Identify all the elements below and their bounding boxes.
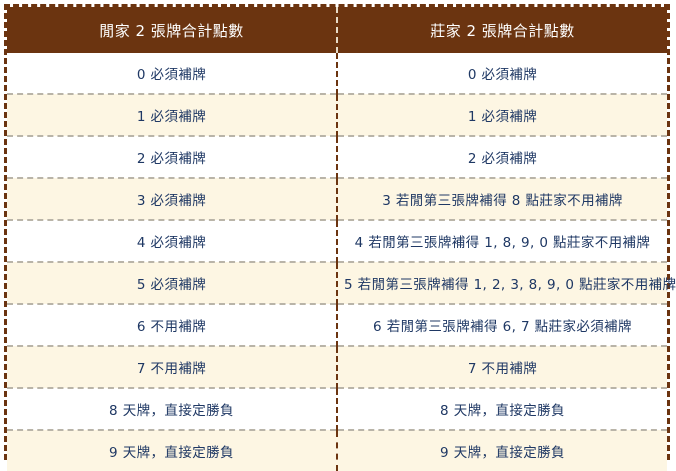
cell-banker-8: 8 天牌，直接定勝負	[337, 387, 667, 430]
table-row: 7 不用補牌 7 不用補牌	[7, 345, 667, 388]
cell-player-9: 9 天牌，直接定勝負	[7, 429, 338, 471]
table-row: 3 必須補牌 3 若閒第三張牌補得 8 點莊家不用補牌	[7, 177, 667, 220]
cell-player-5: 5 必須補牌	[7, 261, 338, 304]
cell-banker-1: 1 必須補牌	[337, 93, 667, 136]
table-header: 閒家 2 張牌合計點數 莊家 2 張牌合計點數	[7, 7, 667, 53]
table-row: 6 不用補牌 6 若閒第三張牌補得 6, 7 點莊家必須補牌	[7, 303, 667, 346]
baccarat-rules-table-frame: 閒家 2 張牌合計點數 莊家 2 張牌合計點數 0 必須補牌 0 必須補牌 1 …	[4, 4, 676, 471]
table-row: 0 必須補牌 0 必須補牌	[7, 53, 667, 94]
table-body: 0 必須補牌 0 必須補牌 1 必須補牌 1 必須補牌 2 必須補牌 2 必須補…	[7, 53, 676, 471]
cell-banker-4: 4 若閒第三張牌補得 1, 8, 9, 0 點莊家不用補牌	[337, 219, 667, 262]
cell-banker-6: 6 若閒第三張牌補得 6, 7 點莊家必須補牌	[337, 303, 667, 346]
header-player-total: 閒家 2 張牌合計點數	[7, 7, 338, 53]
cell-player-2: 2 必須補牌	[7, 135, 338, 178]
cell-banker-2: 2 必須補牌	[337, 135, 667, 178]
table-row: 1 必須補牌 1 必須補牌	[7, 93, 667, 136]
baccarat-drawing-rules-table: 閒家 2 張牌合計點數 莊家 2 張牌合計點數 0 必須補牌 0 必須補牌 1 …	[7, 7, 676, 471]
header-row: 閒家 2 張牌合計點數 莊家 2 張牌合計點數	[7, 7, 667, 53]
cell-player-6: 6 不用補牌	[7, 303, 338, 346]
cell-player-4: 4 必須補牌	[7, 219, 338, 262]
table-row: 4 必須補牌 4 若閒第三張牌補得 1, 8, 9, 0 點莊家不用補牌	[7, 219, 667, 262]
table-row: 8 天牌，直接定勝負 8 天牌，直接定勝負	[7, 387, 667, 430]
cell-player-0: 0 必須補牌	[7, 53, 338, 94]
cell-player-8: 8 天牌，直接定勝負	[7, 387, 338, 430]
cell-player-3: 3 必須補牌	[7, 177, 338, 220]
cell-banker-7: 7 不用補牌	[337, 345, 667, 388]
cell-player-7: 7 不用補牌	[7, 345, 338, 388]
table-row: 5 必須補牌 5 若閒第三張牌補得 1, 2, 3, 8, 9, 0 點莊家不用…	[7, 261, 676, 304]
cell-banker-0: 0 必須補牌	[337, 53, 667, 94]
cell-banker-9: 9 天牌，直接定勝負	[337, 429, 667, 471]
cell-banker-5: 5 若閒第三張牌補得 1, 2, 3, 8, 9, 0 點莊家不用補牌	[337, 261, 676, 304]
cell-player-1: 1 必須補牌	[7, 93, 338, 136]
table-row: 9 天牌，直接定勝負 9 天牌，直接定勝負	[7, 429, 667, 471]
header-banker-total: 莊家 2 張牌合計點數	[337, 7, 667, 53]
cell-banker-3: 3 若閒第三張牌補得 8 點莊家不用補牌	[337, 177, 667, 220]
table-row: 2 必須補牌 2 必須補牌	[7, 135, 667, 178]
